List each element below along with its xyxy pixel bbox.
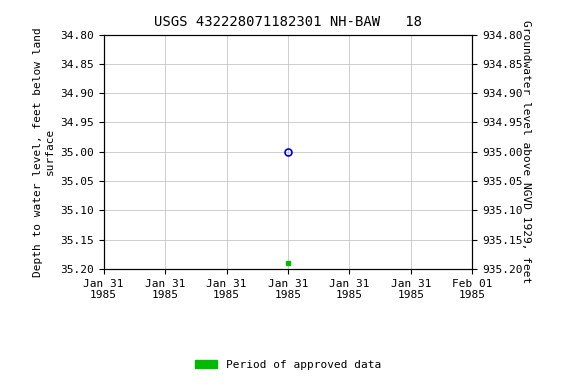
Y-axis label: Groundwater level above NGVD 1929, feet: Groundwater level above NGVD 1929, feet: [521, 20, 531, 283]
Legend: Period of approved data: Period of approved data: [191, 356, 385, 375]
Y-axis label: Depth to water level, feet below land
surface: Depth to water level, feet below land su…: [33, 27, 55, 276]
Title: USGS 432228071182301 NH-BAW   18: USGS 432228071182301 NH-BAW 18: [154, 15, 422, 29]
